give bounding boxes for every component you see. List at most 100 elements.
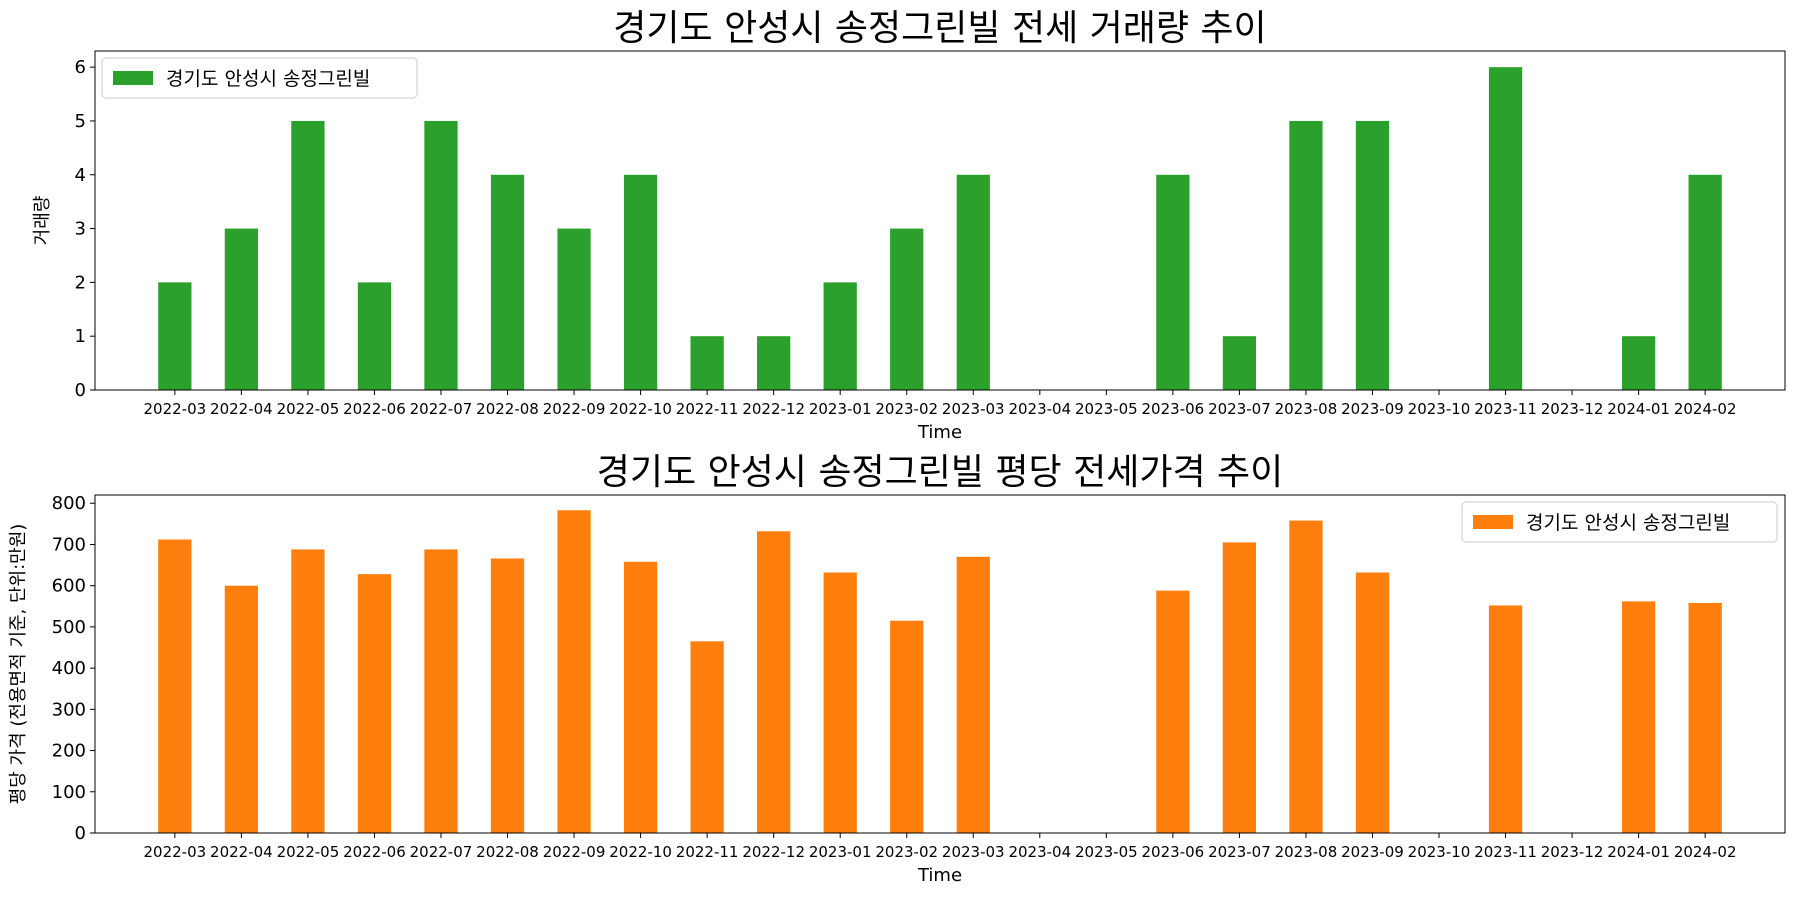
bar-2022-12 bbox=[757, 336, 791, 390]
bar-2022-04 bbox=[224, 585, 259, 833]
bar-2023-07 bbox=[1222, 542, 1257, 833]
y-tick-label: 700 bbox=[52, 534, 86, 555]
bar-2024-01 bbox=[1621, 336, 1656, 390]
x-tick-label: 2022-11 bbox=[676, 843, 739, 861]
x-tick-label: 2023-05 bbox=[1075, 400, 1138, 418]
bar-2023-08 bbox=[1289, 120, 1323, 390]
x-tick-label: 2023-07 bbox=[1208, 400, 1271, 418]
bar-2023-09 bbox=[1355, 120, 1390, 390]
bar-2023-09 bbox=[1355, 572, 1390, 833]
bar-2022-11 bbox=[690, 336, 724, 390]
bar-2023-03 bbox=[956, 556, 990, 833]
x-tick-label: 2023-02 bbox=[875, 400, 938, 418]
y-tick-label: 2 bbox=[75, 272, 86, 293]
y-tick-label: 5 bbox=[75, 111, 86, 132]
x-tick-label: 2024-01 bbox=[1607, 843, 1670, 861]
x-tick-label: 2024-02 bbox=[1674, 843, 1737, 861]
y-tick-label: 4 bbox=[75, 165, 86, 186]
plot-frame bbox=[94, 50, 1786, 391]
x-tick-label: 2022-03 bbox=[143, 400, 206, 418]
x-tick-label: 2022-10 bbox=[609, 400, 672, 418]
bar-2023-11 bbox=[1488, 605, 1523, 833]
x-tick-label: 2022-08 bbox=[476, 400, 539, 418]
y-tick-label: 3 bbox=[75, 219, 86, 240]
bar-2022-08 bbox=[490, 174, 525, 390]
y-tick-label: 500 bbox=[52, 617, 86, 638]
x-tick-label: 2022-09 bbox=[543, 400, 606, 418]
legend-swatch bbox=[113, 71, 153, 85]
bar-2022-04 bbox=[224, 228, 259, 390]
bar-2023-02 bbox=[890, 620, 924, 833]
x-tick-label: 2023-09 bbox=[1341, 400, 1404, 418]
x-axis-label: Time bbox=[917, 865, 962, 886]
y-tick-label: 0 bbox=[75, 823, 86, 844]
x-tick-label: 2023-10 bbox=[1408, 400, 1471, 418]
bar-2022-05 bbox=[291, 549, 325, 833]
x-tick-label: 2022-09 bbox=[543, 843, 606, 861]
bar-2023-06 bbox=[1156, 590, 1190, 833]
bar-2024-02 bbox=[1688, 602, 1722, 833]
y-tick-label: 100 bbox=[52, 782, 86, 803]
chart-title: 경기도 안성시 송정그린빌 평당 전세가격 추이 bbox=[597, 452, 1284, 493]
x-tick-label: 2023-11 bbox=[1474, 843, 1537, 861]
legend-label: 경기도 안성시 송정그린빌 bbox=[1526, 512, 1730, 534]
x-tick-label: 2023-06 bbox=[1142, 843, 1205, 861]
x-tick-label: 2023-08 bbox=[1275, 843, 1338, 861]
y-axis-label: 거래량 bbox=[32, 196, 53, 246]
x-tick-label: 2023-12 bbox=[1541, 400, 1604, 418]
x-tick-label: 2022-12 bbox=[742, 843, 805, 861]
legend-box bbox=[101, 57, 418, 99]
bar-2023-02 bbox=[890, 228, 924, 390]
bar-2023-11 bbox=[1488, 67, 1523, 391]
x-axis-label: Time bbox=[917, 422, 962, 443]
x-tick-label: 2024-02 bbox=[1674, 400, 1737, 418]
y-tick-label: 200 bbox=[52, 741, 86, 762]
x-tick-label: 2022-12 bbox=[742, 400, 805, 418]
bar-2022-03 bbox=[158, 282, 192, 390]
bar-2022-10 bbox=[623, 174, 658, 390]
bar-2022-09 bbox=[557, 228, 591, 390]
x-tick-label: 2023-06 bbox=[1142, 400, 1205, 418]
x-tick-label: 2023-08 bbox=[1275, 400, 1338, 418]
x-tick-label: 2022-08 bbox=[476, 843, 539, 861]
x-tick-label: 2022-06 bbox=[343, 843, 406, 861]
x-tick-label: 2022-07 bbox=[410, 400, 473, 418]
legend-swatch bbox=[1473, 515, 1513, 529]
bar-2023-08 bbox=[1289, 520, 1323, 833]
x-tick-label: 2023-02 bbox=[875, 843, 938, 861]
legend-label: 경기도 안성시 송정그린빌 bbox=[166, 68, 370, 90]
x-tick-label: 2022-05 bbox=[277, 400, 340, 418]
bar-2022-08 bbox=[490, 558, 525, 833]
y-tick-label: 0 bbox=[75, 380, 86, 401]
x-tick-label: 2022-04 bbox=[210, 843, 273, 861]
bar-2023-03 bbox=[956, 174, 990, 390]
x-tick-label: 2022-11 bbox=[676, 400, 739, 418]
x-tick-label: 2022-03 bbox=[143, 843, 206, 861]
plot-frame bbox=[94, 494, 1786, 834]
x-tick-label: 2023-09 bbox=[1341, 843, 1404, 861]
x-tick-label: 2022-06 bbox=[343, 400, 406, 418]
bar-2022-03 bbox=[158, 539, 192, 833]
y-tick-label: 6 bbox=[75, 57, 86, 78]
x-tick-label: 2023-11 bbox=[1474, 400, 1537, 418]
x-tick-label: 2023-10 bbox=[1408, 843, 1471, 861]
bar-2023-07 bbox=[1222, 336, 1257, 390]
bar-2024-02 bbox=[1688, 174, 1722, 390]
legend-box bbox=[1461, 501, 1778, 543]
x-tick-label: 2023-05 bbox=[1075, 843, 1138, 861]
x-tick-label: 2023-01 bbox=[809, 843, 872, 861]
x-tick-label: 2023-04 bbox=[1008, 843, 1071, 861]
bar-2022-06 bbox=[357, 574, 392, 833]
bar-2022-07 bbox=[424, 120, 458, 390]
x-tick-label: 2022-10 bbox=[609, 843, 672, 861]
y-tick-label: 1 bbox=[75, 326, 86, 347]
x-tick-label: 2022-05 bbox=[277, 843, 340, 861]
x-tick-label: 2024-01 bbox=[1607, 400, 1670, 418]
bar-2022-06 bbox=[357, 282, 392, 390]
y-tick-label: 400 bbox=[52, 658, 86, 679]
y-tick-label: 300 bbox=[52, 699, 86, 720]
bar-2024-01 bbox=[1621, 601, 1656, 833]
bar-2022-09 bbox=[557, 510, 591, 833]
bar-2022-11 bbox=[690, 641, 724, 833]
